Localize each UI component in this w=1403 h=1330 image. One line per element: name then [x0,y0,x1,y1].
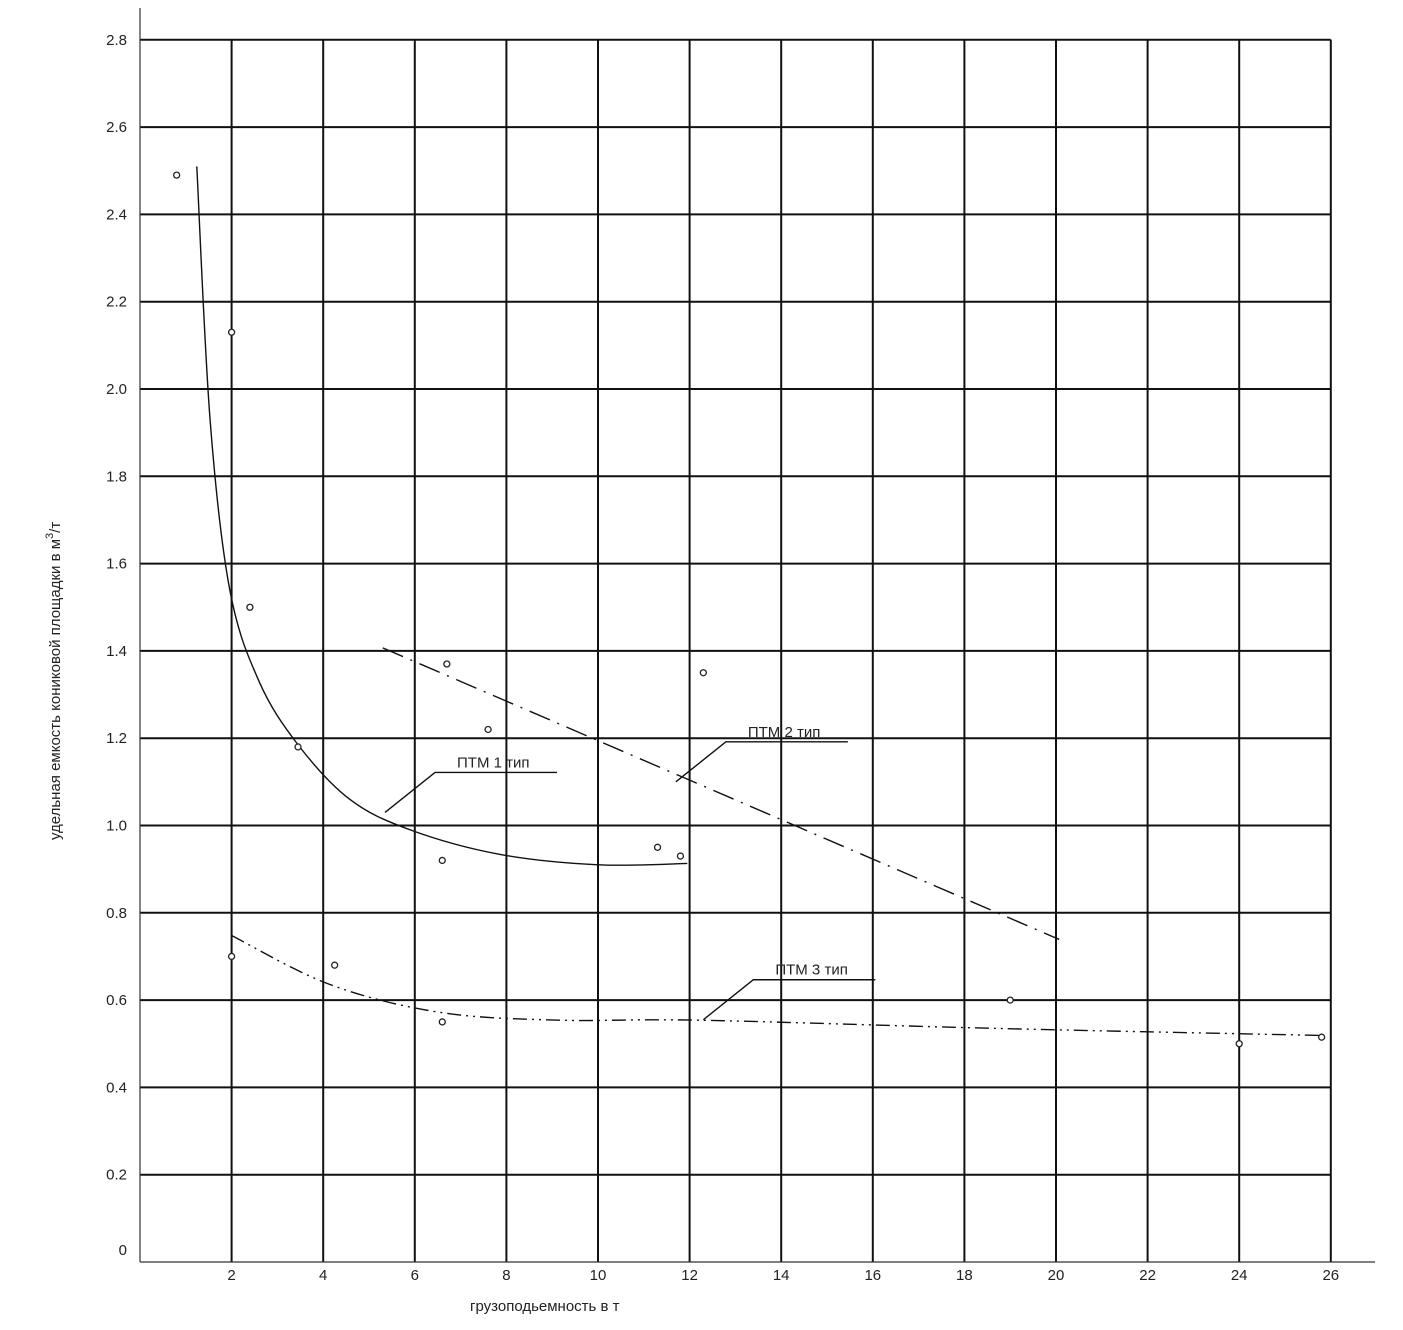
x-tick-label: 8 [502,1267,510,1284]
x-tick-label: 24 [1231,1267,1248,1284]
data-point [484,725,492,734]
y-tick-labels: 0 0.2 0.4 0.6 0.8 1.0 1.2 1.4 1.6 1.8 2.0 2.2 2.4 2.6… [106,32,127,1259]
x-axis-label: грузоподьемность в т [470,1298,620,1315]
x-tick-label: 14 [773,1267,790,1284]
x-tick-label: 2 [227,1267,235,1284]
y-tick-label: 2.6 [106,119,127,136]
y-tick-label: 2.0 [106,381,127,398]
x-tick-label: 26 [1322,1267,1339,1284]
data-point [438,1018,446,1026]
data-point [330,961,339,969]
data-point [1006,996,1014,1004]
x-tick-label: 22 [1139,1267,1156,1284]
data-point [653,843,662,851]
data-point [676,852,685,860]
x-tick-label: 6 [411,1267,419,1284]
y-tick-label: 0.4 [106,1079,127,1096]
data-point [246,603,254,611]
data-point [227,952,236,961]
y-tick-label: 1.4 [106,643,127,660]
series-label: ПТМ 2 тип [748,724,821,741]
x-tick-label: 12 [681,1267,698,1284]
x-tick-labels: 2 4 6 8 10 12 14 16 18 20 22 24 26 [227,1267,1339,1284]
y-tick-label: 1.8 [106,468,127,485]
series-curve-3 [231,934,1322,1037]
series-label-leader [384,771,558,813]
series-labels: ПТМ 1 тип ПТМ 2 тип ПТМ 3 тип [384,724,876,1021]
x-tick-label: 20 [1048,1267,1065,1284]
y-tick-label: 2.8 [106,32,127,49]
x-tick-label: 10 [590,1267,607,1284]
y-tick-label: 0.6 [106,992,127,1009]
data-point [443,660,451,668]
data-point [227,328,236,336]
x-tick-label: 16 [864,1267,881,1284]
series-label: ПТМ 1 тип [457,754,530,771]
series-label-leader [702,979,876,1021]
axes [139,8,1375,1263]
y-tick-label: 0.8 [106,905,127,922]
y-tick-label: 2.4 [106,206,127,223]
y-axis-label: удельная емкость кониковой площадки в м3… [44,522,64,840]
y-tick-label: 1.6 [106,556,127,573]
y-tick-label: 0 [119,1242,127,1259]
data-points [172,171,1326,1048]
y-tick-label: 2.2 [106,294,127,311]
data-point [699,669,707,677]
x-tick-label: 18 [956,1267,973,1284]
y-tick-label: 1.2 [106,730,127,747]
series-curve-1 [196,166,688,866]
grid [140,38,1332,1262]
y-tick-label: 1.0 [106,818,127,835]
series-curve-2 [382,647,1060,941]
data-point [294,743,302,751]
data-point [438,856,446,865]
series-label: ПТМ 3 тип [775,962,848,979]
data-point [1235,1040,1243,1048]
series-curves [196,166,1322,1037]
data-point [1317,1033,1326,1041]
y-tick-label: 0.2 [106,1167,127,1184]
x-tick-label: 4 [319,1267,327,1284]
series-label-leader [675,741,848,783]
data-point [172,171,181,179]
